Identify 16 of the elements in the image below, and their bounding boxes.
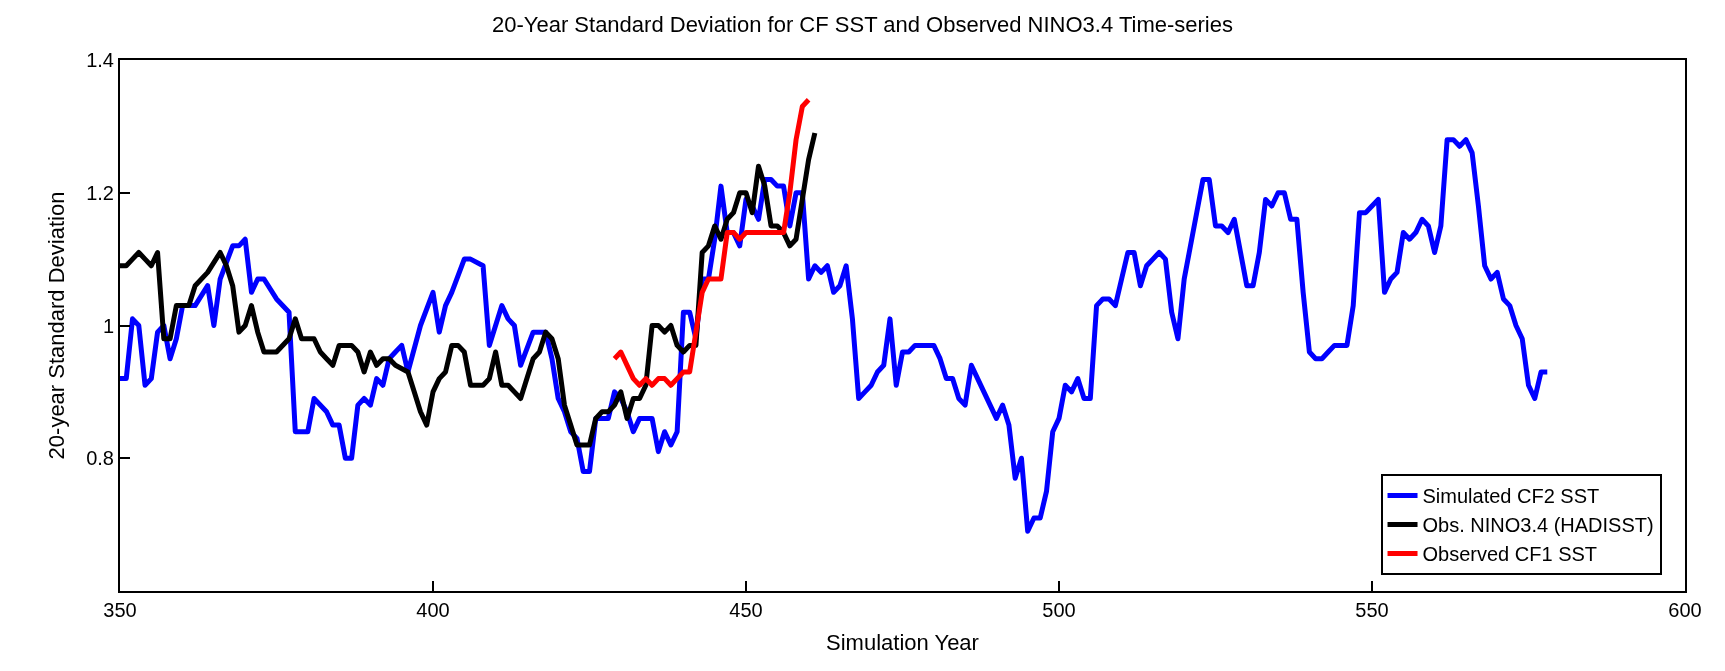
x-tick-label: 550 [1355, 599, 1389, 621]
y-tick-label: 0.8 [86, 447, 114, 470]
y-tick-label: 1.4 [86, 49, 114, 71]
x-tick-label: 400 [416, 599, 450, 621]
chart-title: 20-Year Standard Deviation for CF SST and Observed NINO3.4 Time-series [491, 12, 1234, 38]
x-axis-title: Simulation Year [826, 630, 979, 656]
y-tick-label: 1 [102, 314, 114, 337]
legend-label: Obs. NINO3.4 (HADISST) [1422, 514, 1654, 537]
x-tick-label: 600 [1668, 599, 1702, 621]
x-tick-label: 500 [1042, 599, 1076, 621]
y-axis-title: 20-year Standard Deviation [44, 191, 70, 460]
x-tick-label: 350 [103, 599, 137, 621]
y-tick-label: 1.2 [86, 181, 114, 204]
x-tick-label: 450 [729, 599, 763, 621]
legend-label: Observed CF1 SST [1422, 543, 1598, 566]
legend-label: Simulated CF2 SST [1422, 485, 1600, 508]
